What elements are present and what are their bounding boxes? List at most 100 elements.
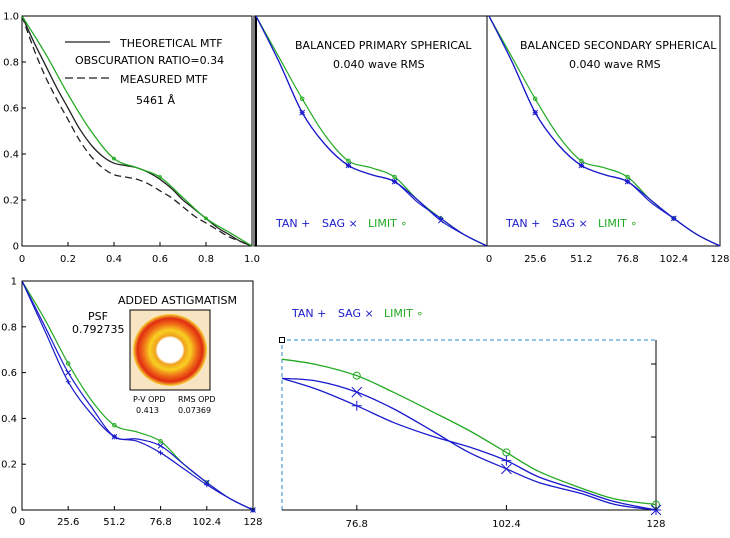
p1-curve-line [21,15,253,247]
p1-curve-marker [158,175,162,179]
p3-title: BALANCED SECONDARY SPHERICAL [520,39,717,52]
p3-legend-limit: LIMIT ∘ [598,217,637,230]
p4-psf-value: 0.792735 [72,323,125,336]
p5-tan-marker [351,400,362,411]
p1-y-tick-label: 0.4 [3,150,19,161]
p3-sag-marker [578,162,585,169]
p3-x-tick-label: 51.2 [570,254,592,265]
p4-sag-marker [65,369,72,376]
p4-y-tick-label: 1 [11,277,17,288]
p1-y-tick-label: 0.8 [3,58,19,69]
p3-subtitle: 0.040 wave RMS [569,58,661,71]
p5-tan-line [281,377,657,511]
p4-sag-marker [111,433,118,440]
p4-pv-opd-value: 0.413 [136,406,159,415]
p4-y-tick-label: 0.8 [1,322,17,333]
p5-x-tick-label: 76.8 [346,519,368,530]
p4-tan-marker [158,450,164,456]
p5-sag-marker [501,463,512,475]
p3-sag-marker [624,178,631,185]
p1-curve-marker [204,216,208,221]
p5-x-tick-label: 128 [646,519,665,530]
p4-tan-marker [65,379,71,385]
p1-y-tick-label: 0 [13,242,19,253]
p1-frame [21,15,253,247]
p4-limit-marker [65,361,71,366]
p4-title: ADDED ASTIGMATISM [118,294,237,307]
p5-x-tick-label: 102.4 [492,519,521,530]
p2-legend-sag: SAG × [322,217,358,230]
p1-legend-wavelength-label: 5461 Å [136,94,175,107]
p4-x-tick-label: 25.6 [57,517,79,528]
p5-legend-limit: LIMIT ∘ [384,307,423,320]
p5-corner-handle [279,337,285,343]
p4-y-tick-label: 0.4 [1,414,17,425]
p4-pv-opd-label: P-V OPD [133,395,165,404]
p5-limit-line [281,358,657,506]
p2-subtitle: 0.040 wave RMS [333,58,425,71]
p1-series-group [21,15,253,247]
p1-y-tick-label: 0.2 [3,196,19,207]
p1-x-tick-label: 0.4 [106,254,122,265]
p5-legend-sag: SAG × [338,307,374,320]
p3-limit-marker [625,174,630,180]
p2-limit-marker [299,96,305,102]
p2-sag-marker [391,178,398,185]
p4-rms-opd-value: 0.07369 [178,406,211,415]
p2-sag-marker [437,217,444,224]
p3-x-tick-label: 25.6 [524,254,546,265]
p4-y-tick-label: 0.6 [1,368,17,379]
p1-theoretical-mtf-line [21,15,253,247]
p2-sag-line [255,15,488,247]
p4-rms-opd-label: RMS OPD [178,395,215,404]
p4-x-tick-label: 128 [243,517,262,528]
p4-x-tick-label: 76.8 [149,517,171,528]
p5-sag-marker [351,386,363,398]
p4-limit-marker [158,439,163,444]
p3-limit-marker [532,96,538,102]
p3-frame [486,15,721,247]
p4-sag-marker [157,443,164,449]
p3-x-tick-label: 76.8 [616,254,638,265]
p3-sag-line [488,15,721,247]
p1-x-tick-label: 0 [19,254,25,265]
p2-limit-marker [346,158,351,164]
p2-sag-marker [345,162,352,169]
p1-legend-theoretical-label: THEORETICAL MTF [119,37,223,50]
p3-series-group [488,15,721,247]
p3-limit-marker [579,158,584,164]
p5-sag-line [281,377,657,511]
p4-y-tick-label: 0.2 [1,460,17,471]
p4-x-tick-label: 102.4 [192,517,221,528]
p4-sag-marker [203,479,210,486]
p4-frame [21,280,254,511]
p4-x-tick-label: 51.2 [103,517,125,528]
p4-tan-line [21,280,254,511]
p1-legend-obscuration-label: OBSCURATION RATIO=0.34 [75,54,224,67]
p5-dashed-border [281,339,656,510]
p4-x-tick-label: 0 [19,517,25,528]
p5-legend-tan: TAN + [291,307,326,320]
p1-measured-mtf-line [21,15,253,247]
p1-y-tick-label: 0.6 [3,104,19,115]
p3-sag-marker [532,109,539,116]
p2-legend-limit: LIMIT ∘ [368,217,407,230]
p4-psf-hole [159,339,181,361]
p3-x-tick-label: 128 [710,254,729,265]
p1-x-tick-label: 0.2 [60,254,76,265]
p3-sag-marker [670,215,677,222]
p1-x-tick-label: 1.0 [244,254,260,265]
p2-title: BALANCED PRIMARY SPHERICAL [295,39,472,52]
p1-x-tick-label: 0.6 [152,254,168,265]
p3-legend-tan: TAN + [505,217,540,230]
p2-legend-tan: TAN + [275,217,310,230]
p4-psf-label: PSF [88,310,108,323]
p5-limit-marker [352,371,361,380]
p2-series-group [255,15,488,247]
p1-y-tick-label: 1.0 [3,12,19,23]
p3-x-tick-label: 102.4 [659,254,688,265]
p1-legend-measured-label: MEASURED MTF [120,73,208,86]
p4-sag-line [21,280,254,511]
